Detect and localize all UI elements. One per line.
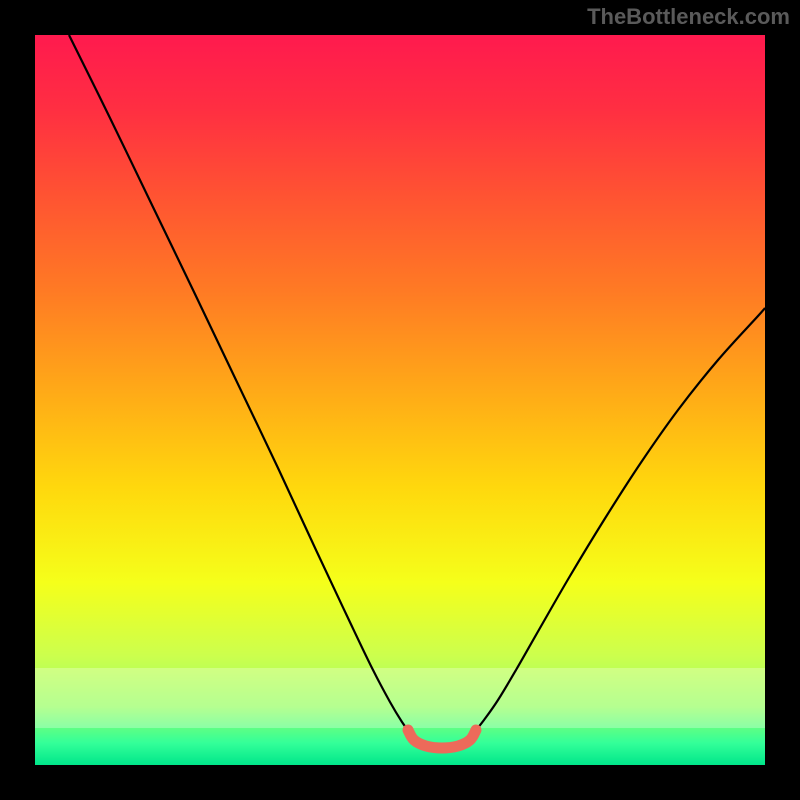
watermark-text: TheBottleneck.com (587, 4, 790, 30)
bottleneck-chart: TheBottleneck.com (0, 0, 800, 800)
chart-svg (0, 0, 800, 800)
chart-background-gradient (35, 35, 765, 765)
